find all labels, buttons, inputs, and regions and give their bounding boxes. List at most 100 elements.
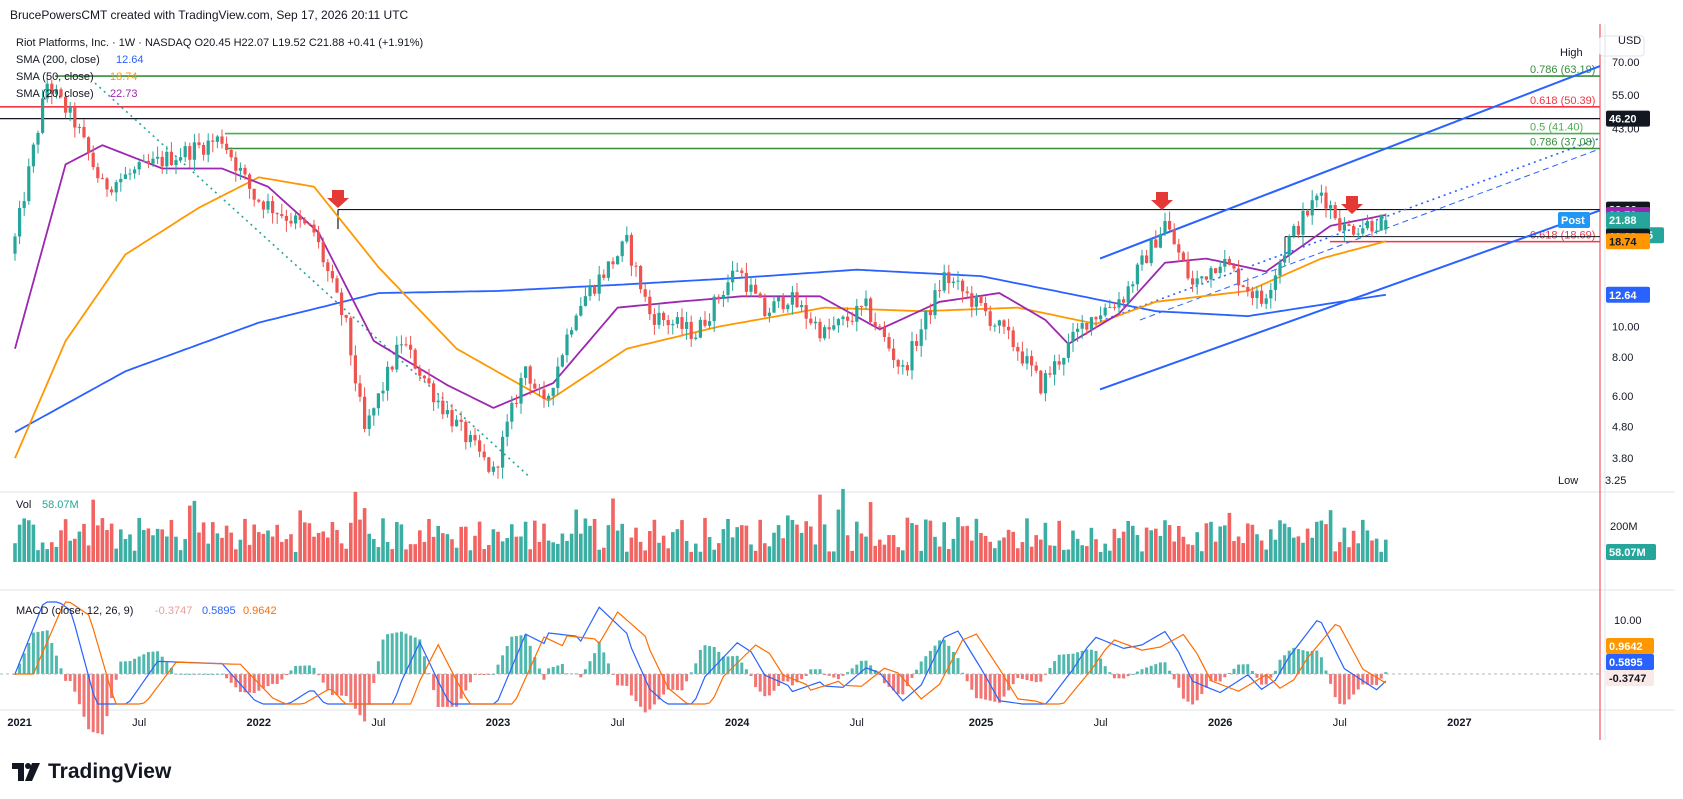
candle-body xyxy=(160,156,164,167)
candle-body xyxy=(206,140,210,155)
candle-body xyxy=(321,242,325,263)
volume-bar xyxy=(192,500,197,562)
macd-histogram-bar xyxy=(781,674,785,682)
candle-body xyxy=(1218,266,1222,273)
candle-body xyxy=(961,280,965,292)
candle-body xyxy=(942,272,946,291)
volume-bar xyxy=(776,525,781,562)
volume-bar xyxy=(657,542,661,562)
macd-histogram-bar xyxy=(450,674,454,707)
price-axis-tick: 3.80 xyxy=(1612,453,1633,465)
macd-histogram-bar xyxy=(1250,670,1254,674)
volume-bar xyxy=(809,526,813,562)
channel-upper-line xyxy=(1099,65,1601,260)
macd-histogram-bar xyxy=(243,674,247,693)
currency-button[interactable] xyxy=(1599,35,1645,57)
macd-histogram-bar xyxy=(772,674,776,691)
candle-body xyxy=(36,132,40,145)
candle-body xyxy=(459,419,463,422)
volume-bar xyxy=(1075,538,1080,562)
candle-body xyxy=(988,311,992,326)
macd-histogram-bar xyxy=(1347,674,1351,700)
volume-bar xyxy=(1333,551,1337,562)
volume-bar xyxy=(450,539,454,562)
time-axis-label: Jul xyxy=(132,717,146,729)
volume-bar xyxy=(206,543,210,562)
volume-bar xyxy=(1190,545,1195,562)
macd-histogram-bar xyxy=(1365,674,1369,685)
candle-body xyxy=(712,296,716,322)
candle-body xyxy=(119,178,123,183)
candle-body xyxy=(823,327,827,339)
candle-body xyxy=(915,341,919,346)
volume-bar xyxy=(592,518,597,562)
volume-bar xyxy=(740,525,744,562)
candle-body xyxy=(105,178,109,190)
macd-histogram-bar xyxy=(1269,674,1273,678)
macd-histogram-bar xyxy=(1264,674,1268,685)
candle-body xyxy=(951,281,955,284)
macd-histogram-bar xyxy=(330,674,334,695)
macd-histogram-bar xyxy=(1112,674,1116,679)
macd-histogram-bar xyxy=(1232,668,1236,674)
candle-body xyxy=(749,284,753,292)
candle-body xyxy=(809,318,813,324)
macd-histogram-bar xyxy=(1375,674,1379,686)
macd-histogram-bar xyxy=(344,674,348,697)
candle-body xyxy=(652,314,656,325)
macd-histogram-bar xyxy=(31,632,35,674)
macd-histogram-bar xyxy=(386,634,390,674)
candle-body xyxy=(298,215,302,220)
macd-histogram-bar xyxy=(698,649,702,674)
macd-histogram-bar xyxy=(87,674,91,730)
volume-bar xyxy=(822,524,827,562)
macd-histogram-bar xyxy=(560,664,564,674)
macd-histogram-bar xyxy=(110,674,114,698)
volume-bar xyxy=(947,549,951,562)
volume-bar xyxy=(786,515,790,562)
volume-bar xyxy=(942,522,946,562)
macd-histogram-bar xyxy=(160,656,164,674)
macd-histogram-bar xyxy=(432,674,436,691)
macd-histogram-bar xyxy=(459,674,463,699)
macd-histogram-bar xyxy=(1062,654,1066,674)
volume-bar xyxy=(1356,543,1360,562)
candle-body xyxy=(64,96,68,113)
candle-body xyxy=(846,316,850,321)
volume-bar xyxy=(477,521,482,562)
candle-body xyxy=(611,261,615,265)
candle-body xyxy=(1191,278,1195,285)
volume-bar xyxy=(330,522,335,562)
price-axis-tick: 55.00 xyxy=(1612,90,1640,102)
volume-bar xyxy=(257,532,261,562)
candle-body xyxy=(1292,225,1296,237)
macd-legend-line: 0.5895 xyxy=(202,605,236,617)
volume-bar xyxy=(1080,545,1084,562)
candle-body xyxy=(335,278,339,293)
macd-histogram-bar xyxy=(537,668,541,674)
volume-bar xyxy=(1126,520,1130,562)
volume-bar xyxy=(698,551,703,562)
volume-bar xyxy=(721,529,726,562)
volume-bar xyxy=(201,522,206,562)
volume-bar xyxy=(100,518,105,562)
macd-histogram-bar xyxy=(151,651,155,674)
candle-body xyxy=(708,321,712,326)
volume-bar xyxy=(726,518,730,562)
candle-body xyxy=(680,317,684,329)
candle-body xyxy=(1214,268,1218,273)
time-axis-label: Jul xyxy=(1094,717,1108,729)
macd-histogram-bar xyxy=(1223,674,1227,678)
macd-histogram-bar xyxy=(156,651,160,674)
macd-histogram-bar xyxy=(289,670,293,674)
macd-histogram-bar xyxy=(1016,674,1020,678)
volume-bar xyxy=(1365,530,1370,562)
candle-body xyxy=(970,293,974,307)
candle-body xyxy=(841,316,845,320)
candle-body xyxy=(1356,233,1360,235)
macd-histogram-bar xyxy=(942,639,946,674)
candle-body xyxy=(625,234,629,242)
candle-body xyxy=(114,182,118,193)
macd-histogram-bar xyxy=(146,652,150,674)
